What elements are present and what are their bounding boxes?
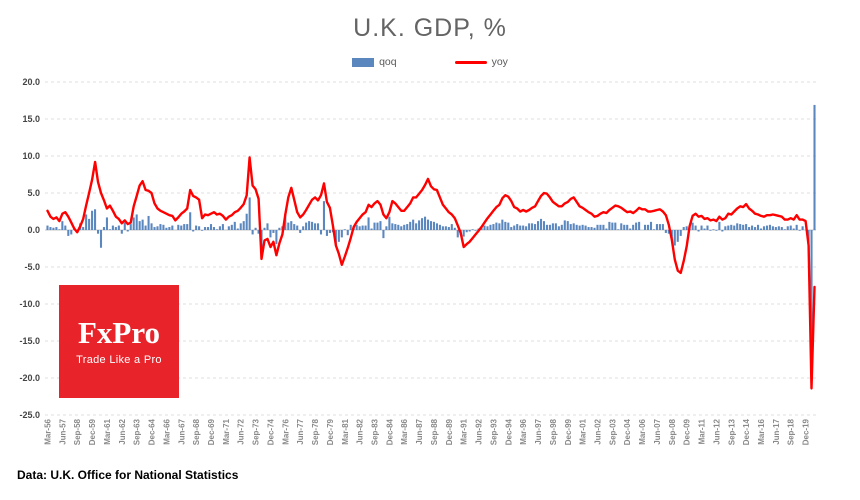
qoq-bar-swatch-icon	[352, 57, 375, 67]
svg-text:Sep-83: Sep-83	[371, 418, 380, 445]
svg-text:Dec-84: Dec-84	[385, 418, 394, 445]
svg-text:Sep-13: Sep-13	[727, 418, 736, 445]
svg-text:Dec-04: Dec-04	[623, 418, 632, 445]
legend: qoq yoy	[0, 56, 860, 68]
legend-label-qoq: qoq	[379, 56, 397, 68]
fxpro-logo: FxPro Trade Like a Pro	[59, 285, 179, 398]
svg-text:Jun-62: Jun-62	[118, 418, 127, 444]
svg-text:Dec-79: Dec-79	[326, 418, 335, 445]
svg-text:Sep-78: Sep-78	[311, 418, 320, 445]
svg-text:Mar-81: Mar-81	[341, 418, 350, 444]
svg-text:Jun-57: Jun-57	[58, 418, 67, 444]
svg-text:Dec-94: Dec-94	[504, 418, 513, 445]
svg-text:10.0: 10.0	[22, 151, 40, 161]
svg-text:Jun-92: Jun-92	[475, 418, 484, 444]
svg-text:Dec-09: Dec-09	[683, 418, 692, 445]
svg-text:Dec-19: Dec-19	[802, 418, 811, 445]
svg-text:Mar-91: Mar-91	[460, 418, 469, 444]
svg-text:Mar-76: Mar-76	[281, 418, 290, 444]
legend-item-yoy: yoy	[454, 56, 508, 68]
svg-text:-20.0: -20.0	[19, 373, 40, 383]
svg-text:Dec-74: Dec-74	[267, 418, 276, 445]
svg-text:-25.0: -25.0	[19, 410, 40, 420]
svg-text:-10.0: -10.0	[19, 299, 40, 309]
svg-text:Sep-18: Sep-18	[787, 418, 796, 445]
svg-text:Mar-71: Mar-71	[222, 418, 231, 444]
svg-text:Mar-66: Mar-66	[162, 418, 171, 444]
svg-text:Sep-68: Sep-68	[192, 418, 201, 445]
svg-text:Dec-14: Dec-14	[742, 418, 751, 445]
svg-text:Sep-58: Sep-58	[73, 418, 82, 445]
svg-text:Sep-03: Sep-03	[608, 418, 617, 445]
svg-text:Dec-99: Dec-99	[564, 418, 573, 445]
svg-text:Jun-82: Jun-82	[356, 418, 365, 444]
legend-label-yoy: yoy	[491, 56, 508, 68]
svg-text:5.0: 5.0	[27, 188, 40, 198]
svg-text:Jun-67: Jun-67	[177, 418, 186, 444]
svg-text:Mar-11: Mar-11	[698, 418, 707, 444]
svg-text:Jun-12: Jun-12	[712, 418, 721, 444]
svg-text:Jun-87: Jun-87	[415, 418, 424, 444]
svg-text:-15.0: -15.0	[19, 336, 40, 346]
svg-text:Jun-77: Jun-77	[296, 418, 305, 444]
svg-text:Sep-08: Sep-08	[668, 418, 677, 445]
svg-text:Jun-07: Jun-07	[653, 418, 662, 444]
svg-text:Sep-63: Sep-63	[133, 418, 142, 445]
svg-text:Sep-73: Sep-73	[252, 418, 261, 445]
svg-text:20.0: 20.0	[22, 77, 40, 87]
yoy-line-swatch-icon	[454, 60, 487, 64]
svg-text:Mar-61: Mar-61	[103, 418, 112, 444]
legend-item-qoq: qoq	[352, 56, 397, 68]
svg-text:15.0: 15.0	[22, 114, 40, 124]
svg-text:Dec-64: Dec-64	[148, 418, 157, 445]
svg-text:Jun-17: Jun-17	[772, 418, 781, 444]
fxpro-tagline: Trade Like a Pro	[76, 354, 162, 366]
data-source-note: Data: U.K. Office for National Statistic…	[17, 468, 239, 482]
svg-text:Sep-93: Sep-93	[489, 418, 498, 445]
svg-text:Mar-86: Mar-86	[400, 418, 409, 444]
svg-text:Mar-01: Mar-01	[579, 418, 588, 444]
svg-text:Mar-56: Mar-56	[44, 418, 53, 444]
svg-text:Mar-16: Mar-16	[757, 418, 766, 444]
svg-text:Jun-02: Jun-02	[594, 418, 603, 444]
svg-text:Jun-97: Jun-97	[534, 418, 543, 444]
fxpro-brand-text: FxPro	[77, 315, 161, 350]
svg-text:Dec-59: Dec-59	[88, 418, 97, 445]
svg-text:Sep-98: Sep-98	[549, 418, 558, 445]
svg-text:Mar-06: Mar-06	[638, 418, 647, 444]
svg-text:Mar-96: Mar-96	[519, 418, 528, 444]
svg-text:-5.0: -5.0	[24, 262, 40, 272]
svg-text:0.0: 0.0	[27, 225, 40, 235]
chart-title: U.K. GDP, %	[353, 14, 507, 42]
svg-text:Jun-72: Jun-72	[237, 418, 246, 444]
svg-text:Dec-89: Dec-89	[445, 418, 454, 445]
svg-text:Sep-88: Sep-88	[430, 418, 439, 445]
svg-text:Dec-69: Dec-69	[207, 418, 216, 445]
